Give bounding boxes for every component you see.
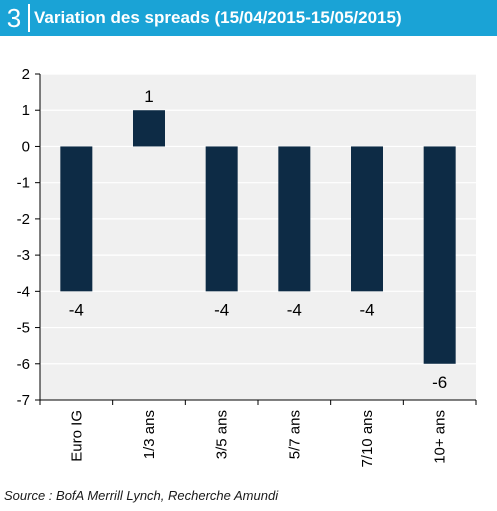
data-label-3: -4 xyxy=(287,300,302,319)
y-tick-label: -4 xyxy=(17,283,30,300)
data-label-2: -4 xyxy=(214,300,229,319)
header-divider xyxy=(28,4,30,32)
x-tick-label-1: 1/3 ans xyxy=(141,410,158,459)
chart-title: Variation des spreads (15/04/2015-15/05/… xyxy=(34,8,402,27)
y-tick-label: -1 xyxy=(17,175,30,192)
y-tick-label: -3 xyxy=(17,247,30,264)
data-label-5: -6 xyxy=(432,373,447,392)
y-tick-label: 1 xyxy=(22,102,30,119)
bar-chart: 2 1 0 -1 -2 -3 -4 -5 -6 -7 -4 1 -4 -4 -4 -6 Euro IG 1/3 a… xyxy=(17,66,477,468)
y-tick-label: 0 xyxy=(22,138,30,155)
x-tick-label-3: 5/7 ans xyxy=(286,410,303,459)
data-label-4: -4 xyxy=(359,300,374,319)
y-tick-label: -5 xyxy=(17,320,30,337)
x-tick-label-5: 10+ ans xyxy=(432,410,449,464)
chart-number: 3 xyxy=(6,3,22,33)
y-tick-label: 2 xyxy=(22,66,30,83)
bar-4 xyxy=(351,146,383,292)
x-tick-label-4: 7/10 ans xyxy=(359,410,376,468)
y-tick-label: -7 xyxy=(17,392,30,409)
bar-2 xyxy=(205,146,238,292)
x-tick-label-0: Euro IG xyxy=(68,410,85,462)
data-label-1: 1 xyxy=(144,87,153,106)
data-label-0: -4 xyxy=(69,300,84,319)
source-note: Source : BofA Merrill Lynch, Recherche A… xyxy=(4,488,279,503)
y-tick-label: -2 xyxy=(17,211,30,228)
chart-header: 3 Variation des spreads (15/04/2015-15/0… xyxy=(0,0,497,36)
bar-3 xyxy=(278,146,311,292)
plot-area xyxy=(40,74,476,400)
y-tick-label: -6 xyxy=(17,356,30,373)
x-tick-label-2: 3/5 ans xyxy=(214,410,231,459)
bar-0 xyxy=(60,146,93,292)
bar-5 xyxy=(423,146,456,364)
bar-1 xyxy=(133,110,165,147)
